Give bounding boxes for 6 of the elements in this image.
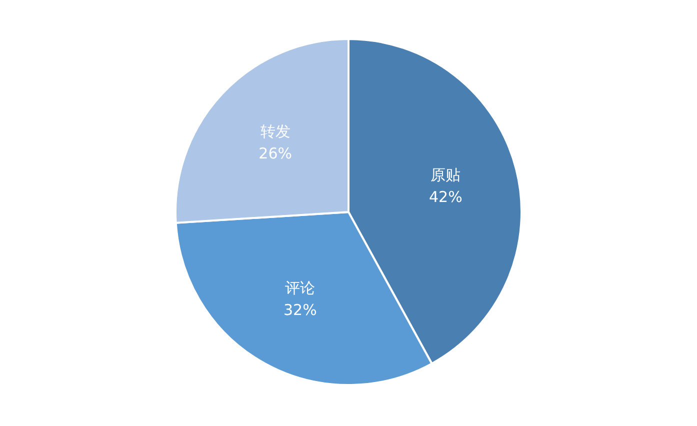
slice-label: 原贴 [430, 166, 461, 184]
data-label: 32% [283, 300, 317, 319]
data-label: 26% [258, 144, 292, 162]
slice-label: 转发 [260, 122, 290, 140]
data-label: 42% [429, 188, 462, 206]
slice-label: 评论 [285, 278, 316, 297]
